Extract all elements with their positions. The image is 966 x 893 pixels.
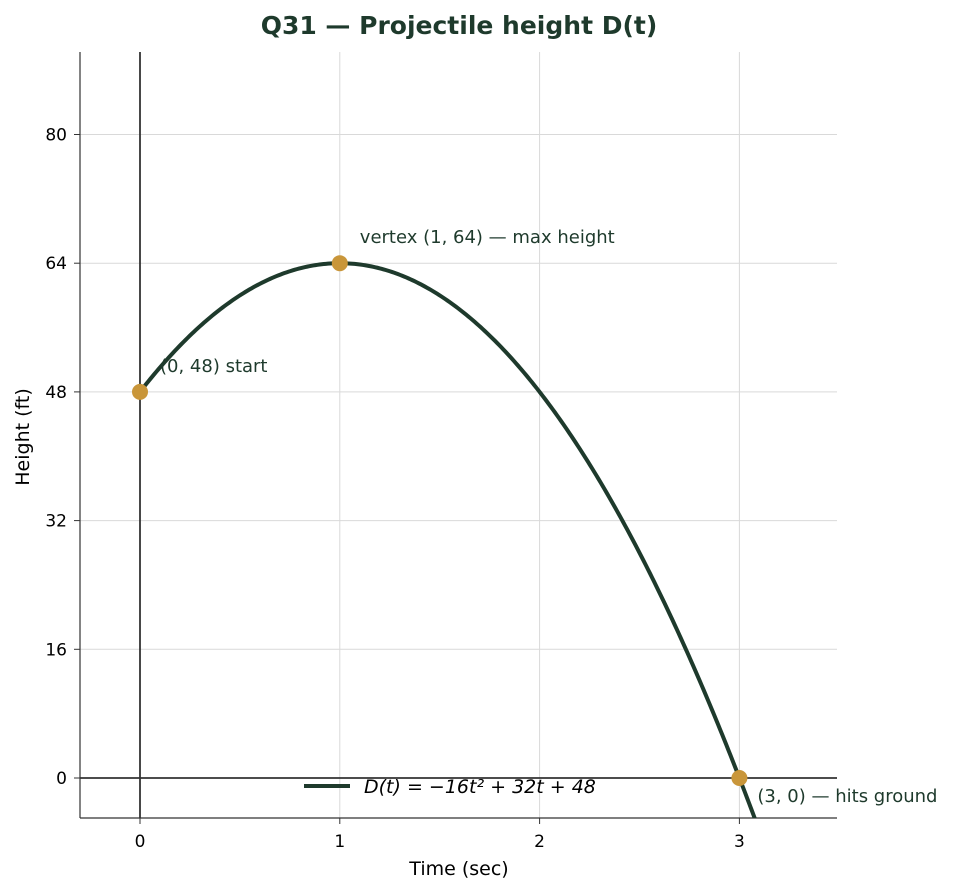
y-tick-label: 48 [45, 383, 67, 403]
curve-layer [138, 261, 757, 818]
points-layer [132, 255, 748, 786]
y-tick-label: 64 [45, 254, 67, 274]
point-annotation: vertex (1, 64) — max height [360, 227, 615, 248]
grid [80, 52, 837, 818]
zero-lines [80, 52, 837, 818]
x-axis-label: Time (sec) [408, 858, 508, 880]
point-annotation: (0, 48) start [160, 356, 268, 377]
legend-label: D(t) = −16t² + 32t + 48 [364, 776, 596, 798]
x-tick-label: 3 [734, 832, 745, 852]
legend: D(t) = −16t² + 32t + 48 [304, 776, 596, 798]
x-tick-label: 1 [334, 832, 345, 852]
y-tick-label: 0 [56, 769, 67, 789]
data-point [331, 255, 348, 272]
y-tick-label: 16 [45, 640, 67, 660]
point-annotation: (3, 0) — hits ground [757, 786, 937, 807]
data-point [132, 383, 148, 400]
annotations: (0, 48) start vertex (1, 64) — max height… [160, 227, 937, 807]
axis-spines [79, 52, 837, 819]
axis-ticks: 0 1 2 3 0 16 32 48 64 80 [45, 126, 744, 853]
y-tick-label: 80 [45, 126, 67, 146]
x-tick-label: 2 [534, 832, 545, 852]
y-axis-label: Height (ft) [12, 388, 34, 485]
x-tick-label: 0 [135, 832, 146, 852]
chart-title: Q31 — Projectile height D(t) [261, 11, 658, 40]
data-point [731, 770, 748, 786]
curve-series [138, 261, 757, 818]
y-tick-label: 32 [45, 512, 67, 532]
